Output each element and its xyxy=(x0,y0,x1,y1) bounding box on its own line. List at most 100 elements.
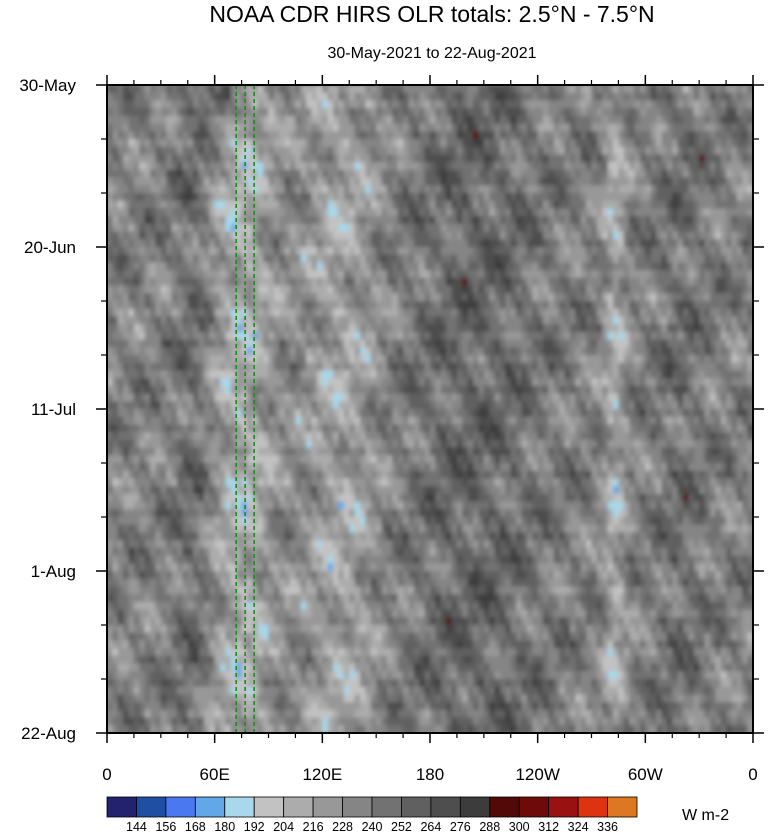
olr-cell xyxy=(618,193,625,202)
olr-cell xyxy=(381,169,388,179)
olr-cell xyxy=(290,254,297,264)
olr-cell xyxy=(316,139,324,148)
olr-cell xyxy=(333,193,340,202)
olr-cell xyxy=(279,316,286,325)
olr-cell xyxy=(510,339,517,348)
olr-cell xyxy=(650,193,657,202)
olr-cell xyxy=(446,293,453,302)
olr-cell xyxy=(618,331,625,341)
olr-cell xyxy=(537,285,544,294)
olr-cell xyxy=(360,301,367,310)
olr-cell xyxy=(160,200,167,210)
olr-cell xyxy=(510,308,517,318)
olr-cell xyxy=(656,277,663,287)
olr-cell xyxy=(284,331,291,341)
olr-cell xyxy=(699,370,706,379)
olr-cell xyxy=(430,277,437,287)
olr-cell xyxy=(731,177,738,186)
olr-cell xyxy=(268,200,275,210)
olr-cell xyxy=(440,401,447,410)
olr-cell xyxy=(370,324,377,333)
olr-cell xyxy=(440,200,447,210)
olr-cell xyxy=(203,162,210,171)
olr-cell xyxy=(731,301,738,310)
olr-cell xyxy=(505,362,512,372)
olr-cell xyxy=(150,378,157,387)
olr-cell xyxy=(214,385,221,395)
olr-cell xyxy=(117,347,124,356)
olr-cell xyxy=(532,216,539,225)
olr-cell xyxy=(478,223,485,233)
olr-cell xyxy=(478,308,485,318)
olr-cell xyxy=(489,285,496,294)
olr-cell xyxy=(456,139,463,148)
olr-cell xyxy=(392,293,399,302)
olr-cell xyxy=(349,108,356,117)
olr-cell xyxy=(677,108,684,117)
olr-cell xyxy=(112,339,119,348)
olr-cell xyxy=(742,285,749,294)
olr-cell xyxy=(295,285,302,294)
olr-cell xyxy=(424,385,431,395)
olr-cell xyxy=(656,378,663,387)
olr-cell xyxy=(236,92,243,102)
olr-cell xyxy=(300,200,307,210)
olr-cell xyxy=(123,293,130,302)
olr-cell xyxy=(117,393,124,402)
olr-cell xyxy=(214,139,221,148)
olr-cell xyxy=(150,277,157,287)
olr-cell xyxy=(413,85,420,94)
olr-cell xyxy=(386,139,394,148)
olr-cell xyxy=(333,324,340,333)
olr-cell xyxy=(462,385,469,395)
olr-cell xyxy=(160,177,167,186)
olr-cell xyxy=(499,277,507,287)
olr-cell xyxy=(564,208,571,217)
olr-cell xyxy=(424,239,431,248)
olr-cell xyxy=(580,285,587,294)
olr-cell xyxy=(467,108,474,117)
olr-cell xyxy=(198,177,205,186)
olr-cell xyxy=(586,85,593,94)
olr-cell xyxy=(548,262,555,271)
olr-cell xyxy=(107,216,114,225)
olr-cell xyxy=(709,139,717,148)
olr-cell xyxy=(123,216,130,225)
olr-cell xyxy=(413,324,420,333)
olr-cell xyxy=(440,339,447,348)
olr-cell xyxy=(117,85,124,94)
olr-cell xyxy=(666,301,673,310)
olr-cell xyxy=(236,185,243,194)
olr-cell xyxy=(516,92,523,102)
olr-cell xyxy=(709,293,717,302)
olr-cell xyxy=(139,331,146,341)
olr-cell xyxy=(489,169,496,179)
olr-cell xyxy=(376,139,383,148)
olr-cell xyxy=(381,154,388,163)
olr-cell xyxy=(683,177,690,186)
olr-cell xyxy=(386,385,394,395)
olr-cell xyxy=(343,154,350,163)
olr-cell xyxy=(327,131,334,140)
olr-cell xyxy=(252,85,259,94)
olr-cell xyxy=(419,131,426,140)
olr-cell xyxy=(661,200,668,210)
olr-cell xyxy=(575,393,582,402)
olr-cell xyxy=(564,316,571,325)
olr-cell xyxy=(629,146,636,156)
olr-cell xyxy=(182,108,189,117)
olr-cell xyxy=(591,200,598,210)
olr-cell xyxy=(257,115,264,125)
olr-cell xyxy=(666,362,673,372)
olr-cell xyxy=(720,247,727,256)
olr-cell xyxy=(360,92,367,102)
olr-cell xyxy=(155,123,162,132)
olr-cell xyxy=(187,100,194,109)
olr-cell xyxy=(489,154,496,163)
olr-cell xyxy=(381,385,388,395)
olr-cell xyxy=(726,154,733,163)
olr-cell xyxy=(569,85,577,94)
olr-cell xyxy=(591,339,598,348)
olr-cell xyxy=(446,401,453,410)
olr-cell xyxy=(516,262,523,271)
